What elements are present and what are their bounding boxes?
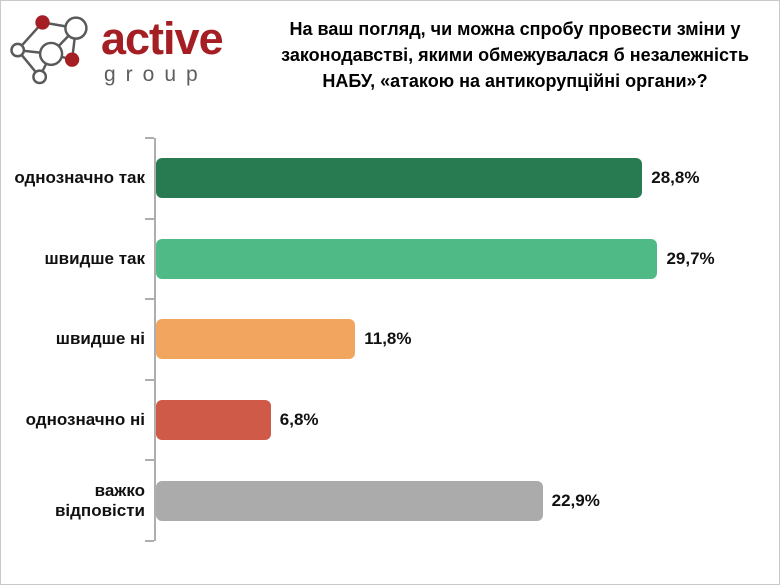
chart-row: однозначно ні 6,8% (1, 378, 779, 461)
bar-definitely-yes (156, 158, 643, 199)
value-label: 6,8% (279, 410, 319, 430)
plot-area-row: 22,9% (145, 459, 779, 542)
chart-row: швидше так 29,7% (1, 217, 779, 300)
bar-chart: однозначно так 28,8% швидше так 29,7% шв… (1, 137, 779, 542)
logo-brand-subname: group (104, 63, 208, 86)
chart-row: однозначно так 28,8% (1, 137, 779, 219)
bar-rather-no (156, 319, 356, 360)
bar-definitely-no (156, 400, 271, 441)
chart-title-line-2: законодавстві, якими обмежувалася б неза… (281, 45, 749, 65)
chart-row: швидше ні 11,8% (1, 298, 779, 380)
bar-hard-to-answer (156, 480, 543, 521)
network-graph-icon (9, 7, 97, 113)
plot-area-row: 28,8% (145, 137, 779, 219)
plot-area-row: 29,7% (145, 217, 779, 300)
logo-text: active group (101, 7, 224, 113)
value-label: 29,7% (666, 248, 715, 268)
chart-row: важко відповісти 22,9% (1, 459, 779, 542)
category-label: швидше так (44, 248, 146, 268)
value-label: 22,9% (551, 490, 600, 510)
category-label: однозначно так (14, 168, 145, 188)
bar-rather-yes (156, 238, 658, 279)
chart-title-line-3: НАБУ, «атакою на антикорупційні органи»? (322, 71, 708, 91)
chart-title: На ваш погляд, чи можна спробу провести … (261, 7, 769, 113)
chart-title-line-1: На ваш погляд, чи можна спробу провести … (289, 19, 741, 39)
active-group-logo: active group (9, 7, 261, 113)
header: active group На ваш погляд, чи можна спр… (1, 1, 779, 113)
logo-brand-name: active (101, 13, 224, 64)
category-label: швидше ні (55, 329, 145, 349)
category-label: важко відповісти (54, 480, 145, 520)
plot-area-row: 11,8% (145, 298, 779, 380)
value-label: 11,8% (364, 329, 412, 349)
value-label: 28,8% (651, 168, 700, 188)
plot-area-row: 6,8% (145, 378, 779, 461)
category-label: однозначно ні (25, 410, 145, 430)
